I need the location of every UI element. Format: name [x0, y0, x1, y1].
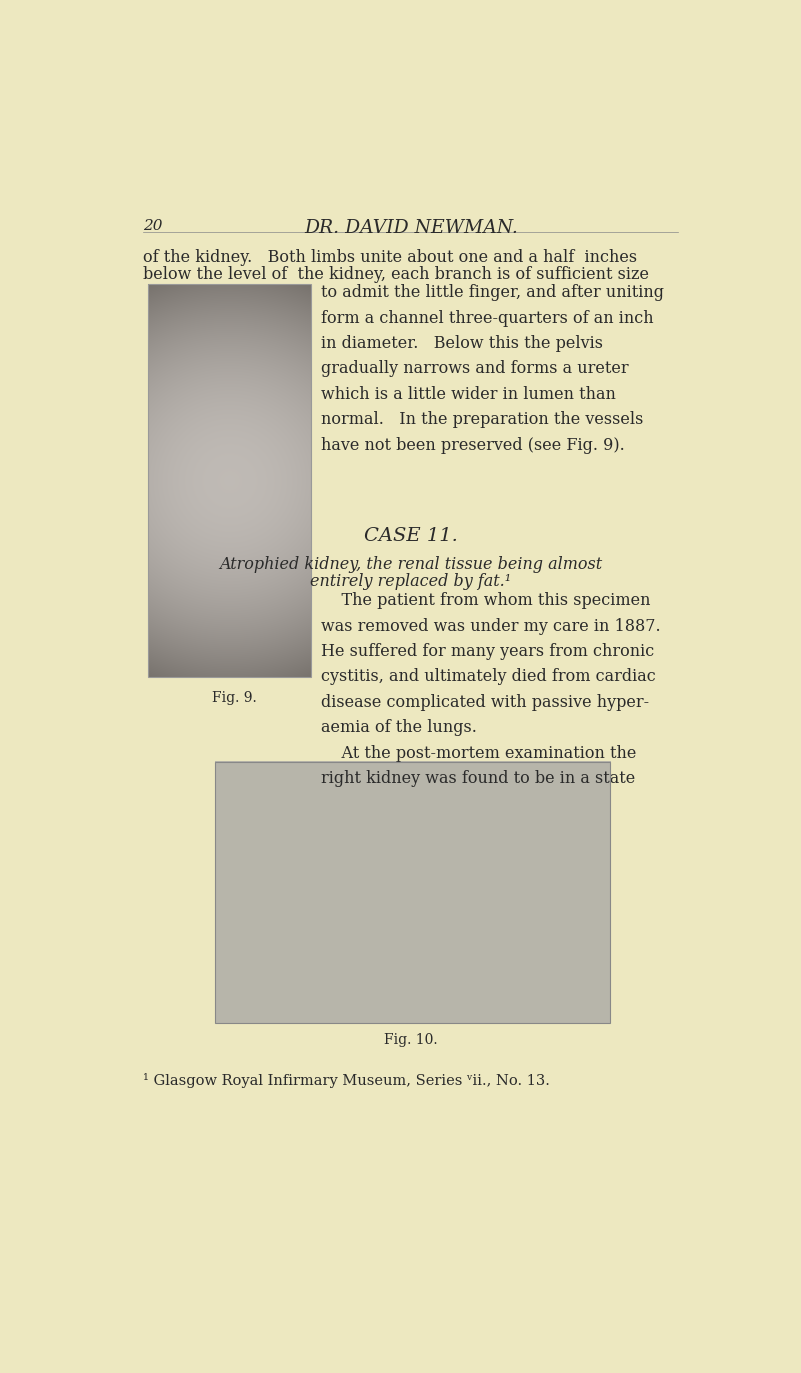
Text: The patient from whom this specimen
was removed was under my care in 1887.
He su: The patient from whom this specimen was …: [321, 592, 661, 787]
Text: 20: 20: [143, 218, 163, 232]
Text: of the kidney.   Both limbs unite about one and a half  inches: of the kidney. Both limbs unite about on…: [143, 250, 637, 266]
Text: below the level of  the kidney, each branch is of sufficient size: below the level of the kidney, each bran…: [143, 266, 649, 283]
Text: CASE 11.: CASE 11.: [364, 527, 458, 545]
Text: Fig. 9.: Fig. 9.: [212, 691, 257, 704]
Text: DR. DAVID NEWMAN.: DR. DAVID NEWMAN.: [304, 218, 517, 236]
Text: Atrophied kidney, the renal tissue being almost: Atrophied kidney, the renal tissue being…: [219, 556, 602, 573]
Text: to admit the little finger, and after uniting
form a channel three-quarters of a: to admit the little finger, and after un…: [321, 284, 664, 454]
Text: Fig. 10.: Fig. 10.: [384, 1032, 437, 1046]
Text: ¹ Glasgow Royal Infirmary Museum, Series ᵛii., No. 13.: ¹ Glasgow Royal Infirmary Museum, Series…: [143, 1074, 549, 1089]
Bar: [215, 762, 610, 1023]
Bar: [148, 284, 311, 677]
Text: entirely replaced by fat.¹: entirely replaced by fat.¹: [310, 573, 512, 590]
